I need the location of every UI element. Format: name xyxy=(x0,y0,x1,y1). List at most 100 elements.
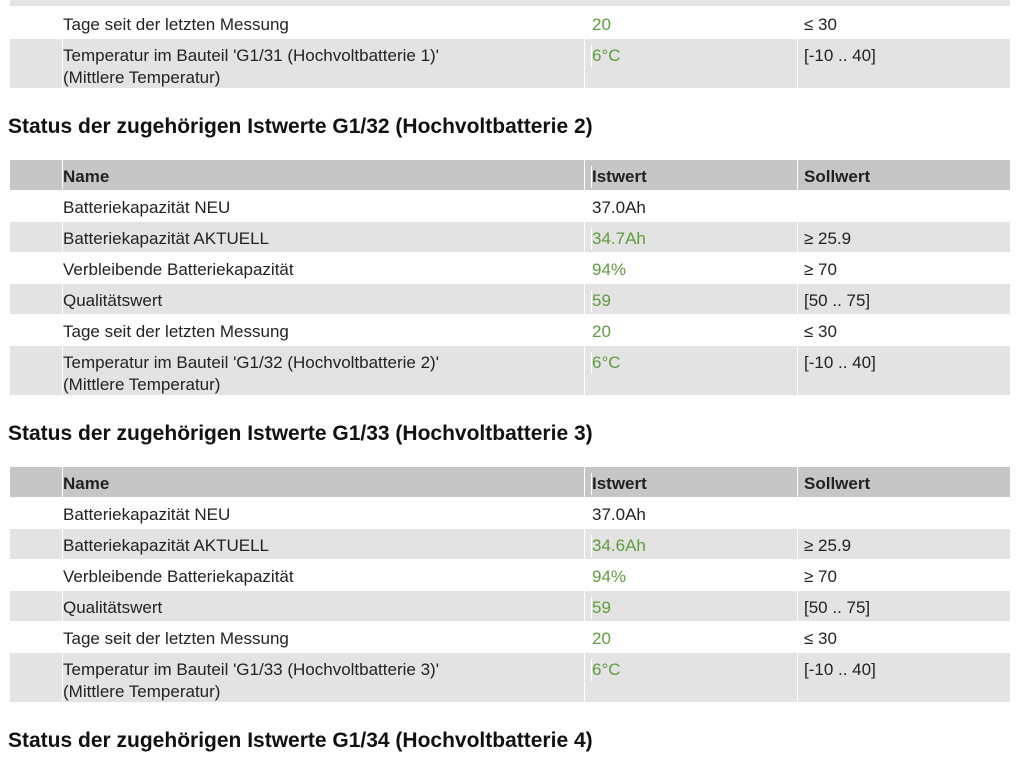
cell: Batteriekapazität NEU xyxy=(63,505,231,524)
column-separator xyxy=(584,560,585,590)
table-row: Temperatur im Bauteil 'G1/31 (Hochvoltba… xyxy=(10,39,1010,89)
column-separator xyxy=(584,253,585,283)
column-separator xyxy=(584,222,585,252)
column-separator xyxy=(797,222,798,252)
cell: Tage seit der letzten Messung xyxy=(63,15,289,34)
table-row: Tage seit der letzten Messung 20 ≤ 30 xyxy=(10,315,1010,346)
column-separator xyxy=(797,8,798,38)
column-separator xyxy=(797,191,798,221)
table-row: Verbleibende Batteriekapazität 94% ≥ 70 xyxy=(10,253,1010,284)
column-separator xyxy=(62,467,63,497)
cell: Name xyxy=(63,474,110,493)
column-separator xyxy=(62,498,63,528)
table-row: Verbleibende Batteriekapazität 94% ≥ 70 xyxy=(10,560,1010,591)
column-separator xyxy=(62,8,63,38)
cell: ≥ 25.9 xyxy=(804,229,852,248)
cell: Tage seit der letzten Messung xyxy=(63,629,289,648)
cell: Batteriekapazität NEU xyxy=(63,198,231,217)
cell: ≥ 25.9 xyxy=(804,536,852,555)
column-separator xyxy=(62,560,63,590)
header-row: Name Istwert Sollwert xyxy=(10,467,1010,498)
cell: 20 xyxy=(591,321,792,343)
cell: 20 xyxy=(591,628,792,650)
column-separator xyxy=(584,191,585,221)
cell: Batteriekapazität AKTUELL xyxy=(63,536,270,555)
cell: 37.0Ah xyxy=(591,197,792,219)
cell: 34.7Ah xyxy=(591,228,792,250)
cell: [50 .. 75] xyxy=(804,291,871,310)
column-separator xyxy=(797,653,798,702)
cell: Tage seit der letzten Messung xyxy=(63,322,289,341)
column-separator xyxy=(584,8,585,38)
cell: ≤ 30 xyxy=(804,629,837,648)
table-row: Tage seit der letzten Messung 20 ≤ 30 xyxy=(10,8,1010,39)
column-separator xyxy=(797,467,798,497)
column-separator xyxy=(62,253,63,283)
section-heading: Status der zugehörigen Istwerte G1/33 (H… xyxy=(8,422,593,445)
table-row: Batteriekapazität NEU 37.0Ah xyxy=(10,498,1010,529)
column-separator xyxy=(584,529,585,559)
column-separator xyxy=(584,591,585,621)
section-heading: Status der zugehörigen Istwerte G1/32 (H… xyxy=(8,115,593,138)
cell: ≤ 30 xyxy=(804,15,837,34)
column-separator xyxy=(797,498,798,528)
column-separator xyxy=(62,653,63,702)
table-row: Batteriekapazität NEU 37.0Ah xyxy=(10,191,1010,222)
cell: 20 xyxy=(591,14,792,36)
table-row: Qualitätswert 59 [50 .. 75] xyxy=(10,591,1010,622)
column-separator xyxy=(62,191,63,221)
table-row: Batteriekapazität AKTUELL 34.6Ah ≥ 25.9 xyxy=(10,529,1010,560)
cell: Sollwert xyxy=(804,474,871,493)
cell: 59 xyxy=(591,290,792,312)
cell: [50 .. 75] xyxy=(804,598,871,617)
cell: Temperatur im Bauteil 'G1/33 (Hochvoltba… xyxy=(63,660,439,701)
column-separator xyxy=(62,622,63,652)
table-row: Temperatur im Bauteil 'G1/33 (Hochvoltba… xyxy=(10,653,1010,703)
table-row: Tage seit der letzten Messung 20 ≤ 30 xyxy=(10,622,1010,653)
cell: Verbleibende Batteriekapazität xyxy=(63,260,294,279)
column-separator xyxy=(797,253,798,283)
cell: Batteriekapazität AKTUELL xyxy=(63,229,270,248)
column-separator xyxy=(584,39,585,88)
column-separator xyxy=(797,529,798,559)
cell: Verbleibende Batteriekapazität xyxy=(63,567,294,586)
column-separator xyxy=(797,560,798,590)
cell: 6°C xyxy=(591,659,792,681)
column-separator xyxy=(797,591,798,621)
column-separator xyxy=(584,284,585,314)
cell: Sollwert xyxy=(804,167,871,186)
cell: 6°C xyxy=(591,45,792,67)
column-separator xyxy=(62,346,63,395)
column-separator xyxy=(62,591,63,621)
column-separator xyxy=(797,39,798,88)
cell: ≤ 30 xyxy=(804,322,837,341)
cell: Name xyxy=(63,167,110,186)
column-separator xyxy=(62,160,63,190)
cell: Qualitätswert xyxy=(63,598,163,617)
column-separator xyxy=(797,284,798,314)
column-separator xyxy=(584,315,585,345)
header-row: Name Istwert Sollwert xyxy=(10,160,1010,191)
column-separator xyxy=(584,622,585,652)
column-separator xyxy=(62,222,63,252)
column-separator xyxy=(584,160,585,190)
cell: ≥ 70 xyxy=(804,567,837,586)
cell: [-10 .. 40] xyxy=(804,660,876,679)
cell: 6°C xyxy=(591,352,792,374)
column-separator xyxy=(584,346,585,395)
cell: 37.0Ah xyxy=(591,504,792,526)
column-separator xyxy=(797,160,798,190)
column-separator xyxy=(62,284,63,314)
table-row: Qualitätswert 59 [50 .. 75] xyxy=(10,284,1010,315)
cell: ≥ 70 xyxy=(804,260,837,279)
column-separator xyxy=(584,653,585,702)
column-separator xyxy=(797,315,798,345)
cell: [-10 .. 40] xyxy=(804,353,876,372)
column-separator xyxy=(62,39,63,88)
cell: Temperatur im Bauteil 'G1/32 (Hochvoltba… xyxy=(63,353,439,394)
column-separator xyxy=(62,315,63,345)
cell: 94% xyxy=(591,566,792,588)
cell: Istwert xyxy=(591,473,792,495)
cell: 59 xyxy=(591,597,792,619)
